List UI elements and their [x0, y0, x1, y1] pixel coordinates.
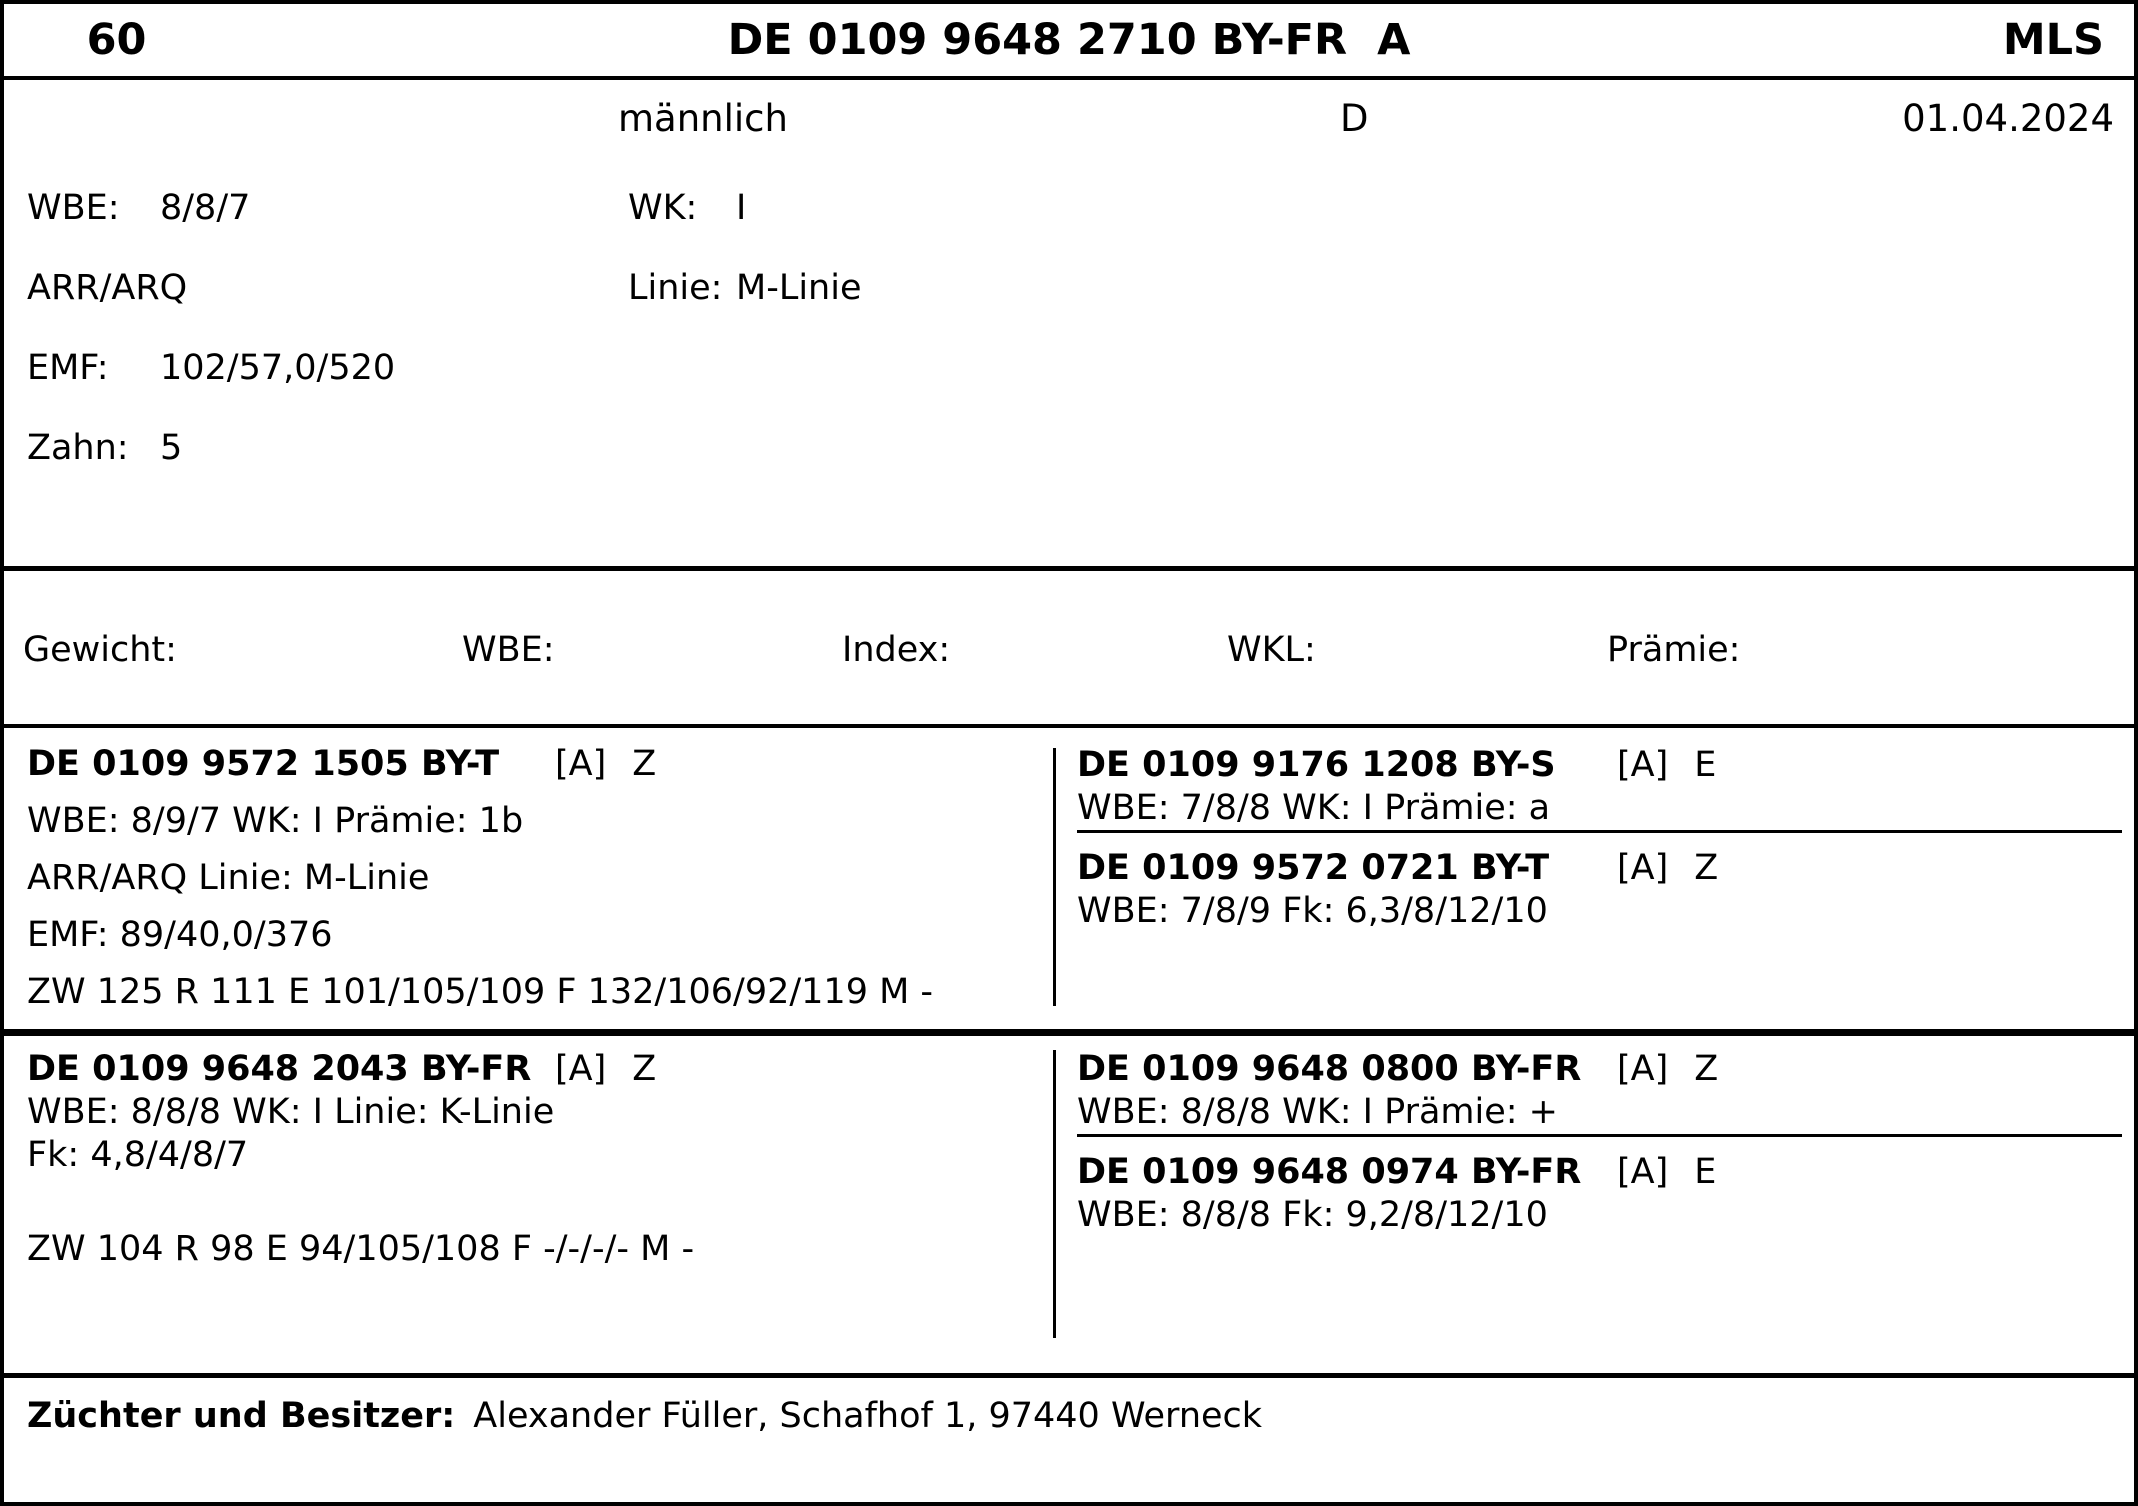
dam-dam-flag: [A] [1617, 1152, 1669, 1192]
linie-field: Linie: M-Linie [628, 268, 862, 308]
pedigree-sire-sire: DE 0109 9176 1208 BY-S [A] E WBE: 7/8/8 WK… [1077, 744, 2134, 830]
pedigree-sire-dam: DE 0109 9572 0721 BY-T [A] Z WBE: 7/8/9 Fk… [1077, 833, 2134, 933]
info-row-genotype-linie: ARR/ARQ Linie: M-Linie [4, 248, 2134, 328]
pedigree-sire: DE 0109 9572 1505 BY-T [A] Z WBE: 8/9/7 WK… [4, 728, 1053, 1029]
sire-dam-code: Z [1694, 848, 1719, 888]
pedigree-dam-sire: DE 0109 9648 0800 BY-FR [A] Z WBE: 8/8/8 W… [1077, 1048, 2134, 1134]
dam-dam-line: WBE: 8/8/8 Fk: 9,2/8/12/10 [1077, 1195, 1548, 1235]
genotype-value: ARR/ARQ [27, 268, 188, 308]
footer-divider [4, 1373, 2134, 1378]
sire-sire-line: WBE: 7/8/8 WK: I Prämie: a [1077, 788, 1551, 828]
wk-value: I [736, 188, 747, 228]
wbe-field: WBE: 8/8/7 [27, 188, 628, 228]
sire-dam-id: DE 0109 9572 0721 BY-T [1077, 848, 1550, 888]
info-row-wbe-wk: WBE: 8/8/7 WK: I [4, 168, 2134, 248]
pedigree-dam-parents: DE 0109 9648 0800 BY-FR [A] Z WBE: 8/8/8 W… [1056, 1036, 2134, 1373]
trait-info-section: WBE: 8/8/7 WK: I ARR/ARQ Linie: M-Linie EMF… [4, 136, 2134, 566]
dam-dam-id: DE 0109 9648 0974 BY-FR [1077, 1152, 1582, 1192]
dam-flag: [A] [555, 1049, 607, 1089]
animal-id: DE 0109 9648 2710 BY-FR A [727, 15, 1411, 65]
emf-field: EMF: 102/57,0/520 [27, 348, 628, 388]
sire-head: DE 0109 9572 1505 BY-T [A] Z [27, 736, 1053, 793]
sire-code: Z [632, 744, 657, 784]
sire-line-2: ARR/ARQ Linie: M-Linie [27, 858, 430, 898]
sire-dam-line: WBE: 7/8/9 Fk: 6,3/8/12/10 [1077, 891, 1548, 931]
sire-sire-flag: [A] [1617, 745, 1669, 785]
sire-line-4: ZW 125 R 111 E 101/105/109 F 132/106/92/… [27, 972, 934, 1012]
pedigree-dam-dam: DE 0109 9648 0974 BY-FR [A] E WBE: 8/8/8 F… [1077, 1137, 2134, 1237]
breed-code: MLS [2002, 15, 2104, 65]
header-row: 60 DE 0109 9648 2710 BY-FR A MLS [4, 4, 2134, 80]
breeder-owner-label: Züchter und Besitzer: [27, 1396, 456, 1436]
emf-value: 102/57,0/520 [160, 348, 396, 388]
sire-flag: [A] [555, 744, 607, 784]
origin-country: D [1340, 97, 1369, 140]
zahn-value: 5 [160, 428, 183, 468]
zahn-field: Zahn: 5 [27, 428, 628, 468]
praemie-label: Prämie: [1607, 630, 1741, 670]
dam-dam-code: E [1694, 1152, 1717, 1192]
sire-dam-head: DE 0109 9572 0721 BY-T [A] Z [1077, 847, 2134, 890]
dam-sire-head: DE 0109 9648 0800 BY-FR [A] Z [1077, 1048, 2134, 1091]
zahn-label: Zahn: [27, 428, 129, 468]
linie-label: Linie: [628, 268, 723, 308]
info-row-zahn: Zahn: 5 [4, 408, 2134, 488]
pedigree-sire-section: DE 0109 9572 1505 BY-T [A] Z WBE: 8/9/7 WK… [4, 728, 2134, 1029]
dam-line-3: ZW 104 R 98 E 94/105/108 F -/-/-/- M - [27, 1229, 695, 1269]
linie-value: M-Linie [736, 268, 862, 308]
pedigree-subdivider [1077, 830, 2122, 833]
wbe-strip-label: WBE: [462, 630, 555, 670]
lot-number: 60 [86, 15, 147, 65]
sire-sire-head: DE 0109 9176 1208 BY-S [A] E [1077, 744, 2134, 787]
gewicht-label: Gewicht: [23, 630, 177, 670]
sire-line-1: WBE: 8/9/7 WK: I Prämie: 1b [27, 801, 524, 841]
dam-sire-line: WBE: 8/8/8 WK: I Prämie: + [1077, 1092, 1559, 1132]
pedigree-divider [1053, 1050, 1056, 1338]
index-label: Index: [842, 630, 951, 670]
pedigree-sire-parents: DE 0109 9176 1208 BY-S [A] E WBE: 7/8/8 WK… [1056, 728, 2134, 1029]
sire-id: DE 0109 9572 1505 BY-T [27, 744, 500, 784]
sire-sire-code: E [1694, 745, 1717, 785]
breeder-owner-row: Züchter und Besitzer: Alexander Füller, S… [4, 1378, 2134, 1502]
dam-line-1: WBE: 8/8/8 WK: I Linie: K-Linie [27, 1092, 555, 1132]
info-row-emf: EMF: 102/57,0/520 [4, 328, 2134, 408]
sire-sire-id: DE 0109 9176 1208 BY-S [1077, 745, 1556, 785]
dam-head: DE 0109 9648 2043 BY-FR [A] Z [27, 1048, 1053, 1091]
pedigree-row-divider [4, 1029, 2134, 1036]
dam-line-2: Fk: 4,8/4/8/7 [27, 1135, 249, 1175]
dam-sire-flag: [A] [1617, 1049, 1669, 1089]
wbe-value: 8/8/7 [160, 188, 251, 228]
birth-date: 01.04.2024 [1902, 97, 2114, 140]
breeder-owner-value: Alexander Füller, Schafhof 1, 97440 Wern… [473, 1396, 1263, 1436]
pedigree-subdivider [1077, 1134, 2122, 1137]
sub-header-row: männlich D 01.04.2024 [4, 80, 2134, 140]
dam-id: DE 0109 9648 2043 BY-FR [27, 1049, 532, 1089]
pedigree-divider [1053, 748, 1056, 1006]
auction-measurement-strip: Gewicht: WBE: Index: WKL: Prämie: [4, 566, 2134, 728]
pedigree-dam: DE 0109 9648 2043 BY-FR [A] Z WBE: 8/8/8 W… [4, 1036, 1053, 1373]
pedigree-dam-section: DE 0109 9648 2043 BY-FR [A] Z WBE: 8/8/8 W… [4, 1036, 2134, 1373]
dam-code: Z [632, 1049, 657, 1089]
sire-dam-flag: [A] [1617, 848, 1669, 888]
dam-sire-code: Z [1694, 1049, 1719, 1089]
emf-label: EMF: [27, 348, 109, 388]
dam-dam-head: DE 0109 9648 0974 BY-FR [A] E [1077, 1151, 2134, 1194]
wbe-label: WBE: [27, 188, 120, 228]
sex-label: männlich [618, 97, 788, 140]
sire-line-3: EMF: 89/40,0/376 [27, 915, 333, 955]
wk-field: WK: I [628, 188, 746, 228]
wk-label: WK: [628, 188, 698, 228]
wkl-label: WKL: [1227, 630, 1316, 670]
dam-sire-id: DE 0109 9648 0800 BY-FR [1077, 1049, 1582, 1089]
